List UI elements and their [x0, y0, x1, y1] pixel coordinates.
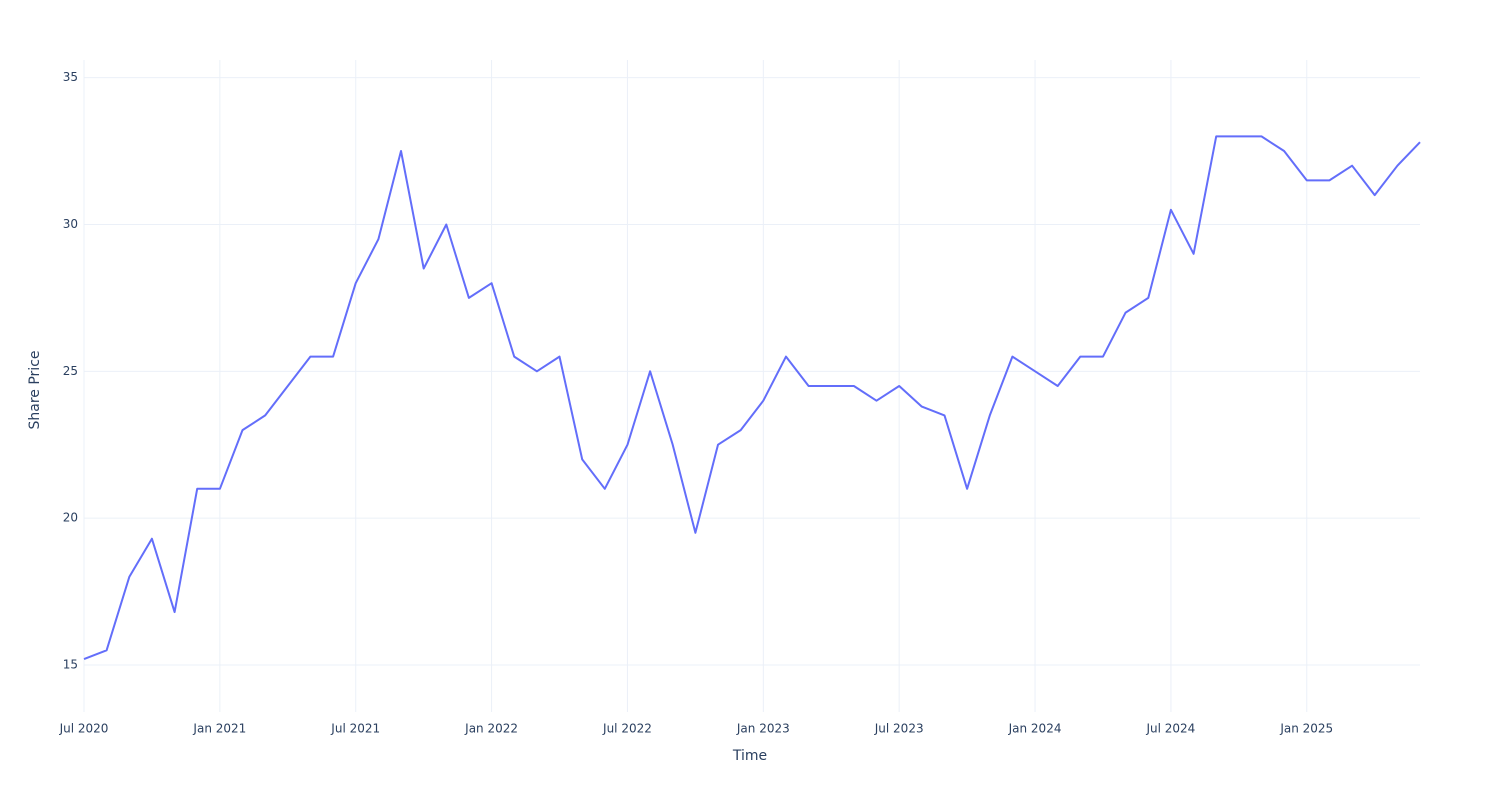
x-tick-label: Jan 2025 [1279, 722, 1333, 736]
x-tick-label: Jan 2021 [192, 722, 246, 736]
x-tick-label: Jul 2024 [1145, 722, 1195, 736]
x-tick-label: Jul 2021 [330, 722, 380, 736]
x-tick-label: Jan 2023 [736, 722, 790, 736]
y-tick-label: 20 [63, 511, 78, 525]
x-tick-label: Jan 2024 [1008, 722, 1062, 736]
y-tick-label: 15 [63, 658, 78, 672]
y-tick-label: 30 [63, 217, 78, 231]
y-axis-title: Share Price [27, 350, 43, 429]
y-tick-label: 25 [63, 364, 78, 378]
y-tick-label: 35 [63, 70, 78, 84]
x-tick-label: Jul 2023 [874, 722, 924, 736]
price-line [83, 135, 1421, 661]
x-axis-title: Time [732, 748, 767, 764]
x-tick-label: Jul 2020 [59, 722, 109, 736]
x-tick-label: Jul 2022 [602, 722, 652, 736]
x-tick-label: Jan 2022 [464, 722, 518, 736]
